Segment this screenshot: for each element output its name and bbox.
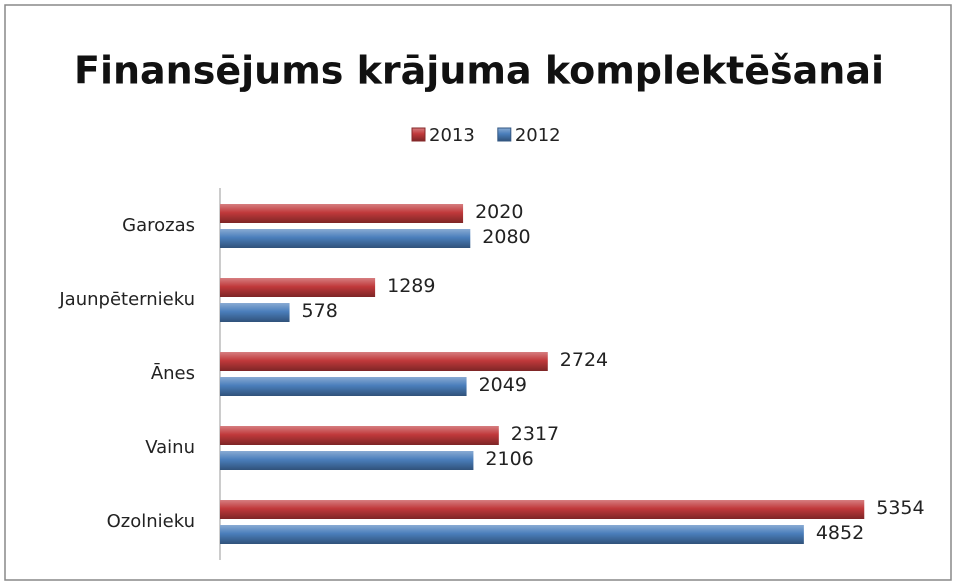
value-label: 2049	[479, 374, 527, 396]
bar	[220, 451, 474, 470]
legend-label: 2013	[429, 125, 475, 146]
bar	[220, 278, 376, 297]
bar	[220, 303, 290, 322]
bar	[220, 500, 865, 519]
y-tick-label: Ānes	[151, 362, 195, 384]
bar	[220, 377, 467, 396]
value-label: 578	[302, 300, 338, 322]
y-tick-label: Garozas	[122, 215, 195, 236]
bar	[220, 352, 548, 371]
legend-swatch	[497, 127, 512, 142]
y-tick-label: Vainu	[145, 437, 195, 458]
bar	[220, 426, 499, 445]
value-label: 5354	[876, 497, 924, 519]
y-tick-label: Ozolnieku	[107, 511, 195, 532]
value-label: 2080	[482, 226, 530, 248]
legend-swatch	[411, 127, 426, 142]
bar	[220, 204, 464, 223]
value-label: 2020	[475, 201, 523, 223]
chart-frame	[4, 4, 952, 581]
value-label: 4852	[816, 522, 864, 544]
bar	[220, 525, 804, 544]
chart-title: Finansējums krājuma komplektēšanai	[74, 49, 884, 93]
value-label: 2724	[560, 349, 608, 371]
value-label: 2106	[485, 448, 533, 470]
value-label: 2317	[511, 423, 559, 445]
bar	[220, 229, 471, 248]
legend-label: 2012	[515, 125, 561, 146]
y-tick-label: Jaunpēternieku	[58, 289, 195, 310]
value-label: 1289	[387, 275, 435, 297]
